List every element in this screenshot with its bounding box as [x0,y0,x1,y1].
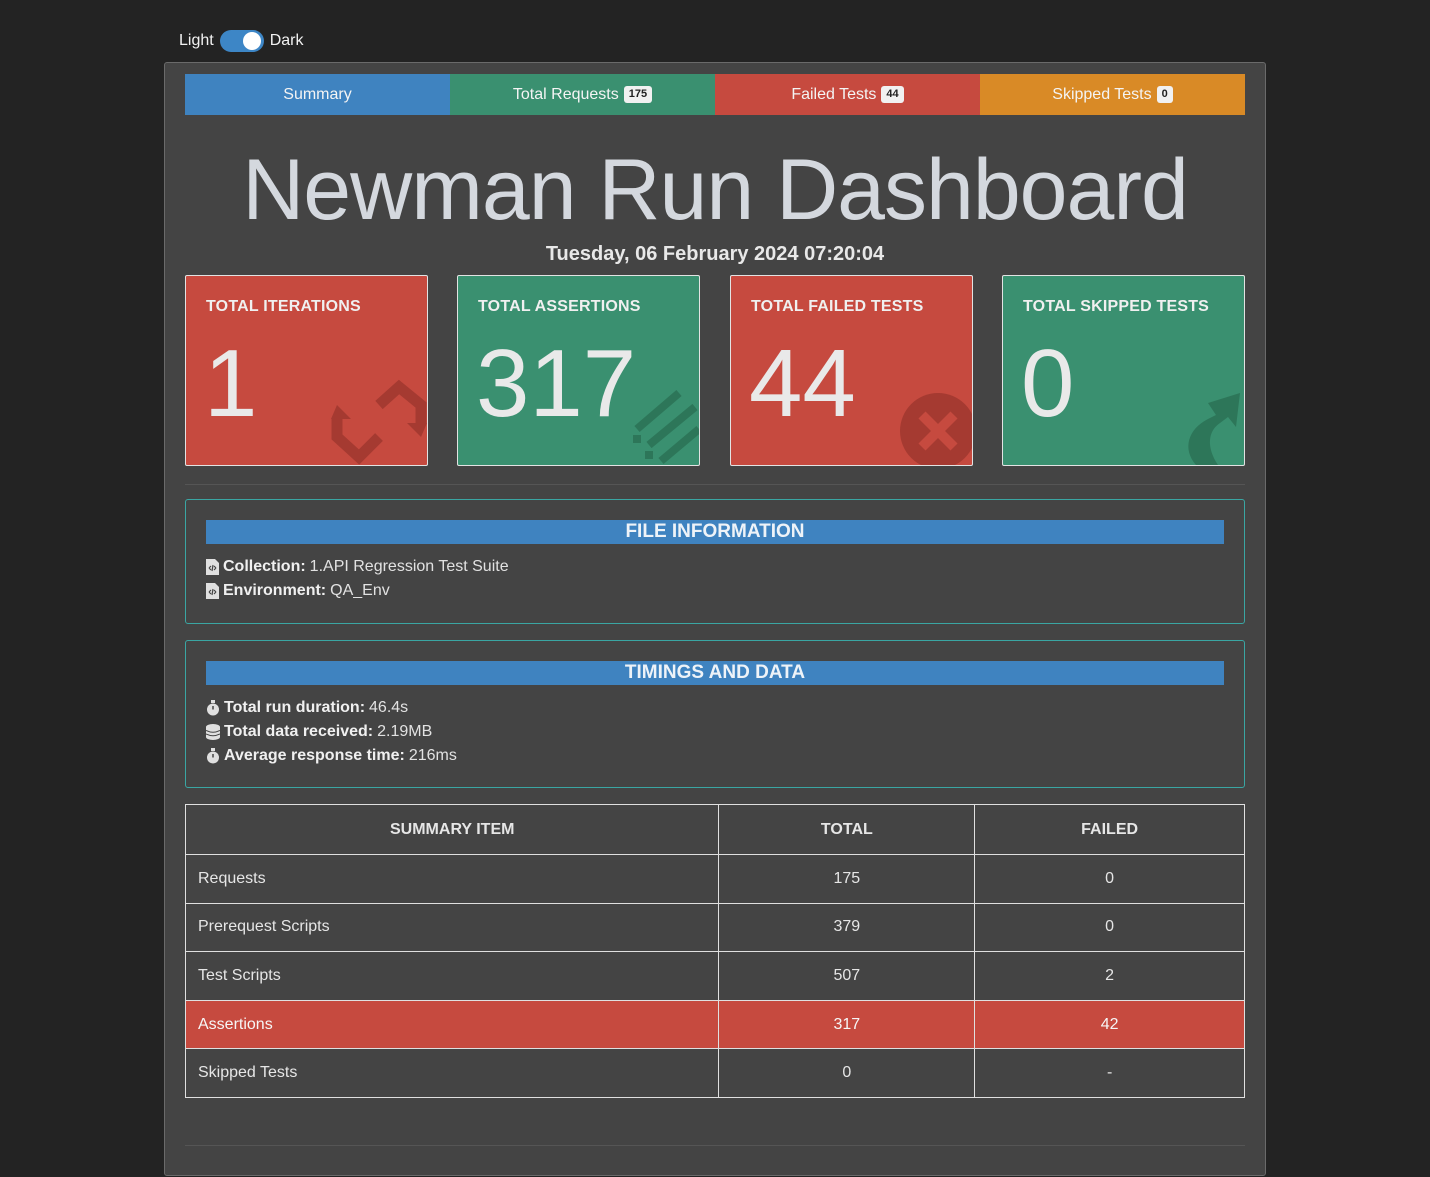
card-label: TOTAL FAILED TESTS [751,298,924,315]
database-icon [206,724,220,740]
card-total-skipped-tests: TOTAL SKIPPED TESTS 0 [1002,275,1245,466]
collection-label: Collection: [223,558,306,575]
count-badge: 0 [1156,86,1173,103]
table-row: Requests 175 0 [184,854,1245,904]
data-received-value: 2.19MB [377,723,433,740]
summary-table: SUMMARY ITEM TOTAL FAILED Requests 175 0… [184,804,1245,1098]
tab-label: Summary [283,85,352,103]
failed-cell: 2 [974,951,1245,1001]
page-title: Newman Run Dashboard [242,142,1189,238]
divider [185,484,1245,485]
switch-knob [242,32,261,50]
summary-item-cell: Test Scripts [184,951,720,1001]
failed-cell: 42 [974,999,1245,1050]
summary-item-cell: Prerequest Scripts [184,902,720,953]
share-arrow-icon [1188,393,1240,465]
response-time-label: Average response time: [224,747,405,764]
failed-cell: 0 [974,854,1245,904]
duration-label: Total run duration: [224,699,366,716]
file-code-icon [206,559,219,575]
stopwatch-icon [207,700,219,716]
failed-cell: - [974,1048,1245,1098]
dashboard-container: Summary Total Requests 175 Failed Tests … [164,62,1266,1176]
duration-value: 46.4s [369,699,409,716]
tab-summary[interactable]: Summary [185,74,450,115]
dark-label: Dark [269,32,304,49]
total-cell: 175 [718,854,976,904]
check-list-icon [633,389,699,465]
data-received-label: Total data received: [224,723,374,740]
total-cell: 0 [718,1048,976,1098]
timings-panel: TIMINGS AND DATA Total run duration: 46.… [185,640,1245,788]
tab-skipped-tests[interactable]: Skipped Tests 0 [980,74,1245,115]
panel-heading: TIMINGS AND DATA [206,661,1224,685]
theme-switch[interactable] [219,30,264,52]
table-header-row: SUMMARY ITEM TOTAL FAILED [184,804,1245,855]
column-header: SUMMARY ITEM [184,804,720,855]
tab-label: Failed Tests [791,85,877,103]
card-label: TOTAL SKIPPED TESTS [1023,298,1210,315]
table-row: Skipped Tests 0 - [184,1048,1245,1098]
file-information-panel: FILE INFORMATION Collection: 1.API Regre… [185,499,1245,624]
stopwatch-icon [207,748,219,764]
total-cell: 507 [718,951,976,1001]
summary-item-cell: Assertions [184,999,720,1050]
card-value: 44 [749,330,856,437]
summary-item-cell: Requests [184,854,720,904]
stat-cards: TOTAL ITERATIONS 1 TOTAL ASSERTIONS 317 [185,275,1245,466]
response-time-line: Average response time: 216ms [206,747,457,765]
duration-line: Total run duration: 46.4s [206,699,408,717]
panel-heading: FILE INFORMATION [206,520,1224,544]
table-row: Prerequest Scripts 379 0 [184,902,1245,953]
count-badge: 175 [623,86,653,103]
tab-failed-tests[interactable]: Failed Tests 44 [715,74,980,115]
total-cell: 379 [718,902,976,953]
retweet-icon [331,379,427,465]
divider [185,1145,1245,1146]
environment-line: Environment: QA_Env [206,582,390,600]
card-value: 317 [476,330,637,437]
card-total-iterations: TOTAL ITERATIONS 1 [185,275,428,466]
card-label: TOTAL ASSERTIONS [478,298,641,315]
table-row-failed: Assertions 317 42 [184,999,1245,1050]
tab-total-requests[interactable]: Total Requests 175 [450,74,715,115]
tab-label: Skipped Tests [1052,85,1152,103]
table-row: Test Scripts 507 2 [184,951,1245,1001]
card-value: 1 [204,330,258,437]
card-total-assertions: TOTAL ASSERTIONS 317 [457,275,700,466]
theme-toggle: Light Dark [179,30,303,52]
data-received-line: Total data received: 2.19MB [206,723,432,741]
column-header: FAILED [974,804,1245,855]
run-datetime: Tuesday, 06 February 2024 07:20:04 [545,243,885,265]
collection-value: 1.API Regression Test Suite [309,558,509,575]
tab-label: Total Requests [512,85,619,103]
nav-tabs: Summary Total Requests 175 Failed Tests … [185,74,1245,115]
column-header: TOTAL [718,804,976,855]
total-cell: 317 [718,999,976,1050]
environment-label: Environment: [223,582,327,599]
card-value: 0 [1021,330,1075,437]
collection-line: Collection: 1.API Regression Test Suite [206,558,509,576]
failed-cell: 0 [974,902,1245,953]
file-code-icon [206,583,219,599]
response-time-value: 216ms [408,747,457,764]
card-total-failed-tests: TOTAL FAILED TESTS 44 [730,275,973,466]
summary-item-cell: Skipped Tests [184,1048,720,1098]
times-circle-icon [900,393,972,465]
count-badge: 44 [881,86,904,103]
card-label: TOTAL ITERATIONS [206,298,361,315]
environment-value: QA_Env [330,582,390,599]
light-label: Light [179,32,214,49]
